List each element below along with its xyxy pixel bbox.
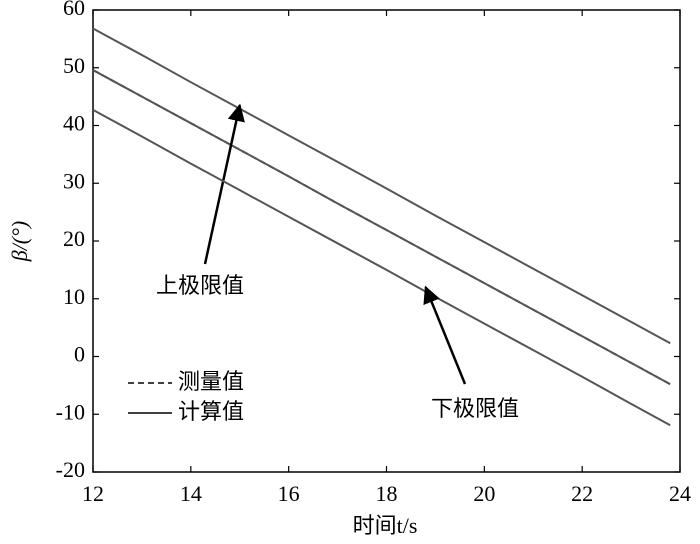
annotation-label: 上极限值 [156,274,244,299]
y-tick-label: 40 [63,111,85,136]
series-line [92,69,671,386]
y-tick-label: 60 [63,0,85,20]
y-tick-label: -20 [56,457,85,482]
x-tick-label: 22 [571,481,593,506]
y-tick-label: 0 [74,342,85,367]
x-tick-label: 24 [669,481,691,506]
annotation-label: 下极限值 [431,397,519,422]
y-tick-label: -10 [56,399,85,424]
x-tick-label: 14 [180,481,202,506]
plot-frame [92,9,681,473]
limit-line [92,109,671,427]
x-tick-label: 20 [473,481,495,506]
x-tick-label: 18 [376,481,398,506]
y-axis-label: β/(°) [7,221,32,263]
y-tick-label: 50 [63,53,85,78]
legend-label: 测量值 [178,370,244,395]
x-tick-label: 12 [82,481,104,506]
limit-line [92,27,671,345]
y-tick-label: 30 [63,168,85,193]
y-tick-label: 20 [63,226,85,251]
x-tick-label: 16 [278,481,300,506]
annotation-arrow [423,285,467,385]
x-axis-label: 时间t/s [353,513,418,538]
y-tick-label: 10 [63,284,85,309]
legend-label: 计算值 [178,400,244,425]
annotation-arrow [203,103,245,265]
